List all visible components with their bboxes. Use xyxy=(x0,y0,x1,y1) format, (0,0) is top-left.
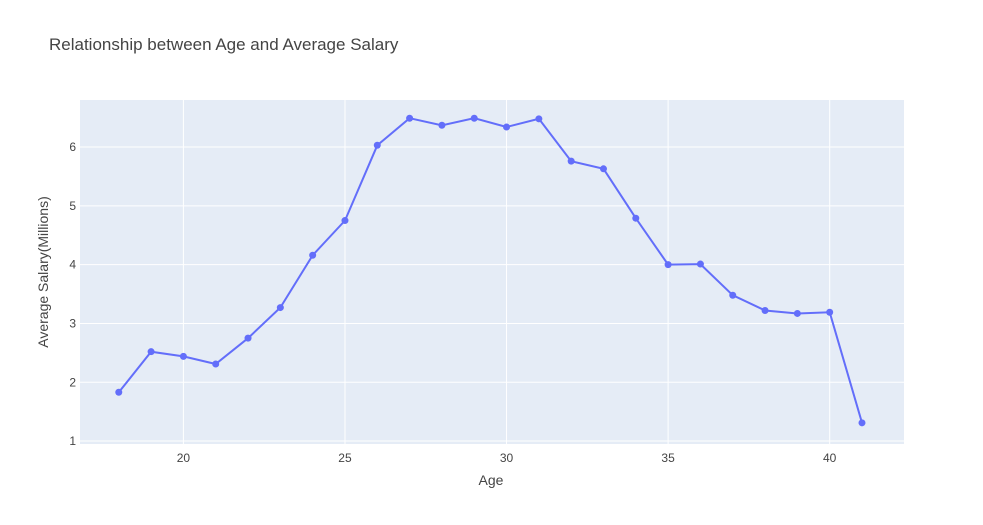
x-tick-label: 35 xyxy=(661,451,675,465)
data-point[interactable] xyxy=(276,304,284,312)
y-tick-label: 2 xyxy=(69,375,76,389)
y-tick-label: 1 xyxy=(69,434,76,448)
data-point[interactable] xyxy=(470,114,478,122)
data-point[interactable] xyxy=(212,360,220,368)
y-tick-label: 5 xyxy=(69,199,76,213)
x-tick-label: 20 xyxy=(177,451,191,465)
data-point[interactable] xyxy=(179,352,187,360)
x-axis-title: Age xyxy=(479,472,504,488)
x-tick-label: 25 xyxy=(338,451,352,465)
y-tick-label: 3 xyxy=(69,316,76,330)
y-tick-label: 6 xyxy=(69,140,76,154)
data-points xyxy=(115,114,866,427)
y-axis-title: Average Salary(Millions) xyxy=(35,196,51,347)
data-point[interactable] xyxy=(115,388,123,396)
data-point[interactable] xyxy=(373,141,381,149)
data-point[interactable] xyxy=(858,419,866,427)
data-point[interactable] xyxy=(147,348,155,356)
y-axis-ticks: 1 2 3 4 5 6 xyxy=(69,140,76,448)
data-point[interactable] xyxy=(341,217,349,225)
data-point[interactable] xyxy=(793,309,801,317)
plot-area xyxy=(80,100,904,444)
data-point[interactable] xyxy=(244,334,252,342)
x-axis-ticks: 20 25 30 35 40 xyxy=(177,451,837,465)
data-point[interactable] xyxy=(309,251,317,259)
gridlines xyxy=(80,100,904,444)
data-point[interactable] xyxy=(503,123,511,131)
x-tick-label: 40 xyxy=(823,451,837,465)
data-point[interactable] xyxy=(632,214,640,222)
data-point[interactable] xyxy=(664,261,672,269)
data-point[interactable] xyxy=(406,114,414,122)
data-point[interactable] xyxy=(535,115,543,123)
data-point[interactable] xyxy=(729,291,737,299)
series-line xyxy=(118,117,863,424)
chart-title: Relationship between Age and Average Sal… xyxy=(49,35,399,54)
data-point[interactable] xyxy=(438,121,446,129)
data-point[interactable] xyxy=(599,165,607,173)
y-tick-label: 4 xyxy=(69,258,76,272)
x-tick-label: 30 xyxy=(500,451,514,465)
data-point[interactable] xyxy=(567,157,575,165)
data-point[interactable] xyxy=(826,308,834,316)
data-point[interactable] xyxy=(761,307,769,315)
data-point[interactable] xyxy=(696,260,704,268)
